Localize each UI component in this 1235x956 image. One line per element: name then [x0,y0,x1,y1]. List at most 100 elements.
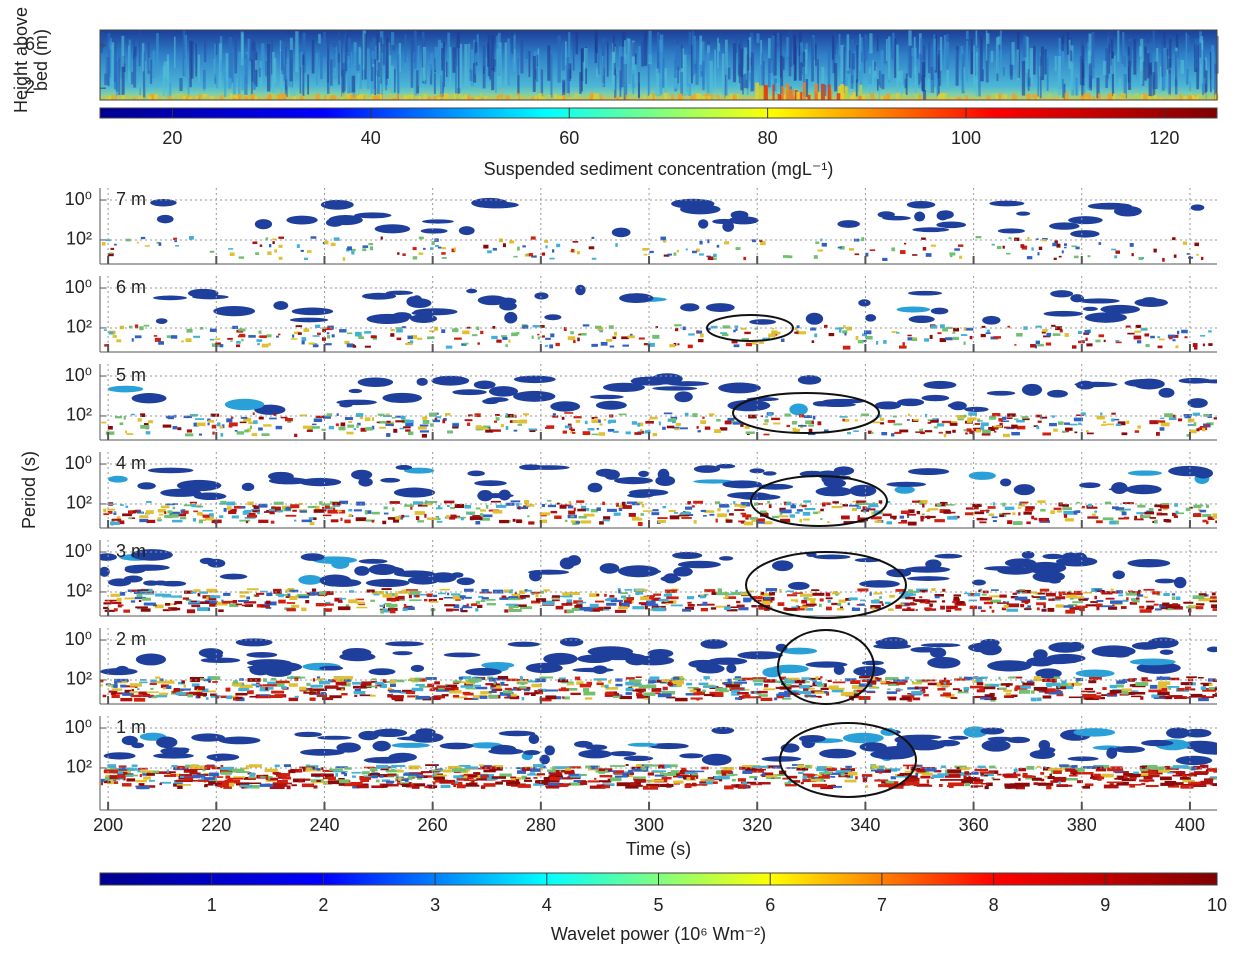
power-speck [382,521,386,525]
power-speck [748,415,757,419]
power-speck [952,601,956,603]
power-speck [486,505,488,509]
power-speck [221,696,227,698]
power-speck [382,594,392,598]
power-speck [778,602,785,606]
power-speck [666,596,678,599]
power-blob [326,218,344,226]
heatmap-streak [620,71,622,97]
power-speck [682,609,691,612]
heatmap-bed [914,94,917,100]
heatmap-streak [547,45,550,80]
power-speck [703,602,708,604]
heatmap-streak [381,53,383,100]
power-speck [159,514,164,516]
heatmap-streak [1047,57,1049,91]
power-speck [518,424,523,426]
power-speck [568,505,573,508]
power-speck [452,423,459,427]
power-speck [820,518,822,520]
power-speck [146,501,152,503]
power-speck [576,604,582,607]
power-speck [614,513,621,516]
power-speck [172,514,179,518]
power-blob [984,566,1021,571]
power-speck [265,687,268,690]
power-speck [247,588,259,590]
power-speck [812,680,815,682]
power-speck [688,345,693,349]
power-speck [327,335,330,338]
power-blob [588,646,633,657]
power-blob [1056,557,1097,567]
power-speck [1013,593,1017,595]
power-speck [454,247,456,251]
power-speck [794,332,799,334]
power-speck [943,510,950,514]
heatmap-bed [1193,97,1197,100]
power-blob [619,293,653,303]
power-speck [733,330,735,333]
heatmap-streak [449,47,451,88]
heatmap-bed [659,96,662,100]
power-speck [968,412,977,415]
power-speck [734,344,740,347]
heatmap-streak [259,68,261,77]
power-blob [508,642,541,647]
power-speck [882,604,884,606]
power-speck [1092,513,1096,516]
heatmap-streak [1089,63,1092,87]
heatmap-streak [852,53,855,69]
power-blob [749,319,776,325]
power-blob [574,741,593,748]
power-speck [212,425,217,429]
power-speck [322,337,326,341]
power-speck [164,515,172,518]
heatmap-streak [634,64,636,82]
power-blob [336,742,361,752]
power-speck [1059,256,1062,258]
power-speck [1069,424,1077,426]
power-speck [441,252,446,255]
power-speck [1109,521,1116,524]
power-blob [392,743,430,748]
power-speck [992,516,998,518]
heatmap-bed [853,92,856,100]
power-speck [803,512,810,516]
power-speck [260,244,262,246]
power-speck [940,606,945,610]
power-speck [454,338,462,340]
power-speck [1007,520,1012,524]
power-speck [299,687,306,691]
power-speck [332,334,335,337]
power-speck [583,692,595,696]
power-speck [1136,512,1145,514]
power-speck [622,505,632,509]
power-speck [775,332,780,335]
power-speck [977,682,984,685]
power-speck [527,590,532,592]
power-speck [487,603,496,605]
power-blob [132,393,167,403]
power-speck [551,511,558,513]
heatmap-bed [796,92,800,100]
heatmap-streak [475,55,477,74]
power-speck [591,237,594,239]
power-speck [527,692,539,694]
power-blob [575,285,585,296]
power-speck [389,606,394,609]
power-speck [926,510,929,512]
power-blob [560,638,583,647]
power-speck [325,608,332,610]
power-speck [158,341,164,345]
power-speck [481,428,489,430]
power-speck [975,423,981,425]
heatmap-streak [917,32,919,58]
power-speck [274,249,277,252]
power-speck [191,601,197,603]
power-speck [980,697,991,699]
power-speck [915,431,924,433]
power-speck [465,688,476,690]
power-speck [1051,325,1055,327]
power-blob [982,740,1011,752]
